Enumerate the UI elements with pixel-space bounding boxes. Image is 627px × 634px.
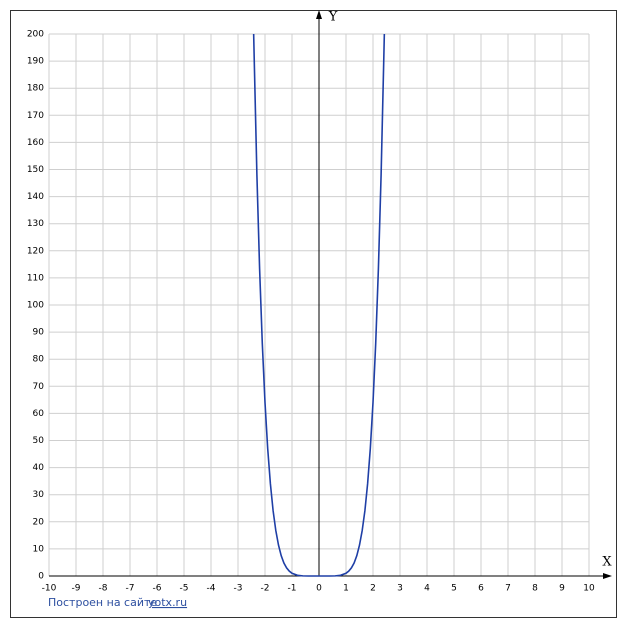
y-tick-label: 190 bbox=[27, 57, 44, 67]
y-tick-label: 170 bbox=[27, 111, 44, 121]
x-tick-label: -5 bbox=[180, 584, 189, 594]
x-tick-label: 7 bbox=[505, 584, 511, 594]
x-tick-label: 10 bbox=[583, 584, 595, 594]
x-tick-label: 5 bbox=[451, 584, 457, 594]
y-tick-label: 180 bbox=[27, 84, 44, 94]
curve bbox=[252, 33, 386, 577]
x-tick-label: 6 bbox=[478, 584, 484, 594]
x-tick-label: -2 bbox=[261, 584, 270, 594]
x-tick-label: -3 bbox=[234, 584, 243, 594]
x-tick-label: -8 bbox=[99, 584, 108, 594]
y-tick-label: 200 bbox=[27, 30, 44, 40]
x-axis-label: X bbox=[602, 555, 612, 570]
x-tick-label: 8 bbox=[532, 584, 538, 594]
y-tick-label: 90 bbox=[33, 328, 45, 338]
y-tick-label: 80 bbox=[33, 355, 45, 365]
x-tick-label: 1 bbox=[343, 584, 349, 594]
y-tick-label: 120 bbox=[27, 246, 44, 256]
y-tick-label: 20 bbox=[33, 517, 45, 527]
y-tick-label: 140 bbox=[27, 192, 44, 202]
frame bbox=[10, 10, 617, 618]
x-tick-label: -7 bbox=[126, 584, 135, 594]
y-tick-label: 50 bbox=[33, 436, 45, 446]
x-tick-label: 2 bbox=[370, 584, 376, 594]
y-tick-label: 160 bbox=[27, 138, 44, 148]
y-axis-arrow bbox=[316, 10, 322, 19]
y-tick-label: 70 bbox=[33, 382, 45, 392]
y-axis-label: Y bbox=[328, 10, 338, 25]
x-tick-label: -1 bbox=[288, 584, 297, 594]
footer-link[interactable]: yotx.ru bbox=[148, 596, 187, 609]
y-tick-label: 40 bbox=[33, 463, 45, 473]
y-tick-label: 110 bbox=[27, 273, 44, 283]
y-tick-label: 100 bbox=[27, 301, 44, 311]
y-tick-label: 10 bbox=[33, 544, 45, 554]
y-tick-label: 30 bbox=[33, 490, 45, 500]
x-tick-label: 9 bbox=[559, 584, 565, 594]
x-tick-label: 0 bbox=[316, 584, 322, 594]
y-tick-label: 150 bbox=[27, 165, 44, 175]
x-tick-label: -10 bbox=[42, 584, 57, 594]
x-tick-label: -9 bbox=[72, 584, 81, 594]
y-tick-label: 0 bbox=[38, 572, 44, 582]
x-tick-label: 3 bbox=[397, 584, 403, 594]
footer-text: Построен на сайте bbox=[48, 596, 157, 609]
x-axis-arrow bbox=[603, 573, 612, 579]
x-tick-label: 4 bbox=[424, 584, 430, 594]
y-tick-label: 130 bbox=[27, 219, 44, 229]
y-tick-label: 60 bbox=[33, 409, 45, 419]
x-tick-label: -4 bbox=[207, 584, 216, 594]
x-tick-label: -6 bbox=[153, 584, 162, 594]
